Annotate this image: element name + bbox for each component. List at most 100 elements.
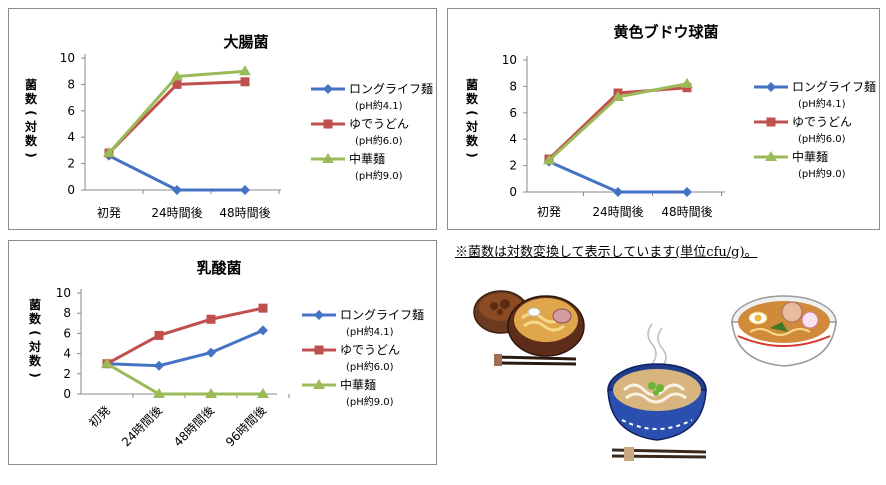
series-line [106, 328, 264, 368]
udon-set-illustration [473, 290, 585, 366]
legend-series-name: ロングライフ麺 [340, 308, 424, 322]
legend-series-ph: (pH約4.1) [346, 325, 394, 338]
legend-marker [766, 82, 776, 92]
x-tick-label: 24時間後 [119, 403, 165, 449]
y-axis-label-char: 菌 [25, 77, 37, 92]
y-tick-label: 2 [509, 159, 517, 173]
data-point [103, 147, 115, 158]
y-tick-label: 8 [509, 79, 517, 93]
y-tick-label: 6 [63, 326, 71, 340]
legend-series-name: ロングライフ麺 [792, 80, 876, 94]
legend-series-ph: (pH約6.0) [798, 132, 846, 145]
data-point [154, 360, 164, 371]
y-tick-label: 2 [63, 367, 71, 381]
legend-marker [323, 84, 333, 94]
y-tick-label: 4 [63, 347, 71, 361]
data-point [205, 388, 217, 398]
legend-series-ph: (pH約6.0) [355, 134, 403, 147]
legend-series-name: ロングライフ麺 [349, 82, 433, 96]
legend-series-ph: (pH約4.1) [355, 99, 403, 112]
data-point [171, 70, 183, 81]
y-axis-label-char: 対 [465, 119, 478, 134]
data-point [543, 154, 555, 165]
legend-series-name: ゆでうどん [340, 343, 400, 357]
chart-panel-lactic-acid-bacteria: 乳酸菌菌数 (対数) 0 2 4 6 8 10 初発 24時間後 48時間後 96時間後 ロングライフ麺… [8, 240, 437, 465]
series-line [107, 80, 246, 155]
y-tick-label: 4 [509, 132, 517, 146]
data-point [258, 325, 268, 336]
y-axis-label-char: ) [28, 372, 42, 377]
x-tick-label: 初発 [537, 205, 561, 219]
x-tick-label: 24時間後 [151, 206, 202, 220]
data-point [206, 347, 216, 358]
unit-note: ※菌数は対数変換して表示しています(単位cfu/g)。 [455, 245, 758, 260]
y-axis-label-char: ( [24, 110, 38, 115]
x-tick-label: 48時間後 [661, 205, 712, 219]
chart-title: 黄色ブドウ球菌 [613, 23, 718, 41]
legend-marker [313, 379, 325, 389]
y-tick-label: 0 [509, 185, 517, 199]
y-axis-label-char: ( [28, 330, 42, 335]
chart-title: 乳酸菌 [196, 259, 241, 277]
data-point [258, 303, 268, 313]
legend-series-ph: (pH約9.0) [355, 169, 403, 182]
data-point [681, 77, 693, 88]
legend-series-ph: (pH約4.1) [798, 97, 846, 110]
data-point [682, 187, 692, 197]
y-axis-label-char: ) [24, 152, 38, 157]
y-tick-label: 6 [67, 104, 75, 118]
y-tick-label: 0 [67, 183, 75, 197]
x-tick-label: 初発 [86, 403, 113, 430]
data-point [154, 330, 164, 340]
legend-marker [314, 345, 324, 355]
y-axis-label-char: 対 [28, 339, 41, 354]
legend-series-name: 中華麺 [340, 377, 376, 392]
data-point [257, 388, 269, 398]
data-point [172, 79, 182, 89]
series-line [108, 154, 245, 192]
legend-series-ph: (pH約6.0) [346, 360, 394, 373]
ramen-illustration [731, 295, 837, 367]
x-tick-label: 48時間後 [171, 403, 217, 449]
y-axis-label-char: ( [465, 110, 479, 115]
series-line [106, 362, 263, 396]
y-tick-label: 8 [63, 306, 71, 320]
legend-series-name: ゆでうどん [349, 117, 409, 131]
y-axis-label-char: 数 [466, 91, 479, 106]
legend-series-ph: (pH約9.0) [346, 395, 394, 408]
y-tick-label: 8 [67, 77, 75, 91]
data-point [240, 77, 250, 87]
data-point [613, 187, 623, 197]
y-axis-label-char: 菌 [29, 297, 41, 312]
x-tick-label: 初発 [97, 206, 121, 220]
y-tick-label: 6 [509, 106, 517, 120]
legend-marker [323, 119, 333, 129]
y-tick-label: 2 [67, 157, 75, 171]
y-axis-label-char: 数 [29, 311, 42, 326]
data-point [172, 185, 182, 195]
data-point [206, 314, 216, 324]
legend-series-name: 中華麺 [349, 151, 385, 166]
x-tick-label: 24時間後 [592, 205, 643, 219]
y-tick-label: 10 [56, 286, 71, 300]
legend-marker [765, 151, 777, 161]
series-line [106, 306, 264, 366]
y-tick-label: 10 [60, 51, 75, 65]
data-point [153, 388, 165, 398]
legend-marker [314, 310, 324, 320]
chart-panel-staph-aureus: 黄色ブドウ球菌菌数 (対数) 0 2 4 6 8 10 初発 24時間後 48時間後 ロングライフ麺 (… [447, 8, 880, 230]
legend-marker [322, 153, 334, 163]
y-axis-label-char: 対 [24, 119, 37, 134]
y-axis-label-char: 菌 [466, 77, 478, 92]
x-tick-label: 96時間後 [223, 403, 269, 449]
data-point [101, 357, 113, 368]
y-axis-label-char: 数 [25, 133, 38, 148]
data-point [612, 90, 624, 101]
x-tick-label: 48時間後 [219, 206, 270, 220]
y-axis-label-char: 数 [29, 353, 42, 368]
y-tick-label: 0 [63, 387, 71, 401]
legend-series-name: ゆでうどん [792, 115, 852, 129]
